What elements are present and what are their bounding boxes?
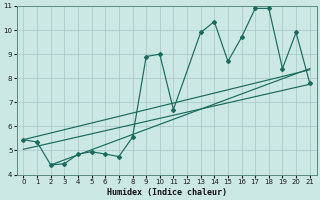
X-axis label: Humidex (Indice chaleur): Humidex (Indice chaleur) [107, 188, 227, 197]
